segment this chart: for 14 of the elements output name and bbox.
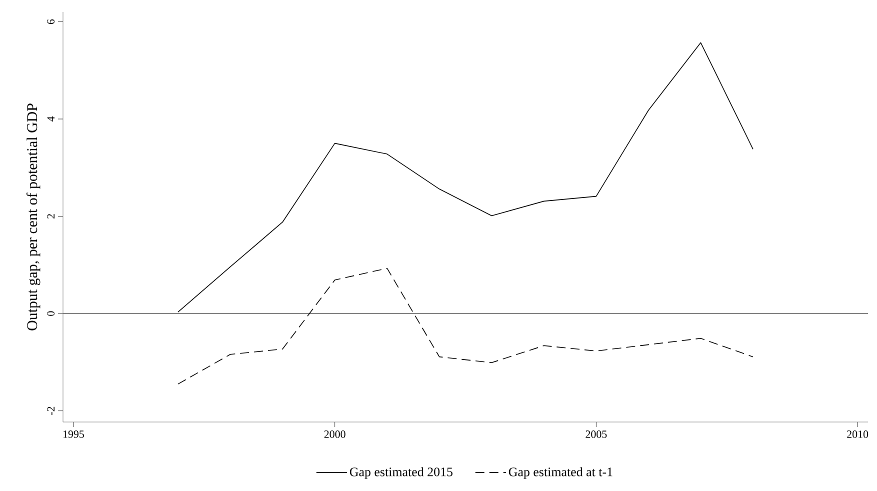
x-tick-label: 1995: [63, 430, 84, 438]
x-tick-label: 2010: [847, 430, 868, 438]
x-tick-label: 2000: [324, 430, 346, 438]
y-tick-label: -2: [47, 406, 54, 415]
y-axis-title: Output gap, per cent of potential GDP: [26, 104, 40, 330]
line-series: [178, 268, 754, 384]
legend-label: Gap estimated 2015: [350, 467, 452, 479]
legend-label: Gap estimated at t-1: [508, 467, 612, 479]
y-tick-label: 4: [47, 116, 54, 122]
x-tick-label: 2005: [586, 430, 607, 438]
y-tick-label: 2: [47, 214, 54, 219]
y-tick-label: 0: [47, 311, 54, 316]
line-series: [178, 42, 754, 312]
y-tick-label: 6: [47, 19, 54, 24]
